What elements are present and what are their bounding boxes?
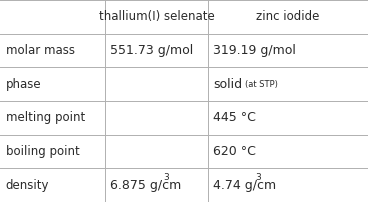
Text: 6.875 g/cm: 6.875 g/cm <box>110 179 182 192</box>
Text: solid: solid <box>213 78 243 91</box>
Text: 620 °C: 620 °C <box>213 145 256 158</box>
Text: 3: 3 <box>256 173 262 182</box>
Text: zinc iodide: zinc iodide <box>256 10 320 23</box>
Text: thallium(I) selenate: thallium(I) selenate <box>99 10 214 23</box>
Text: 319.19 g/mol: 319.19 g/mol <box>213 44 296 57</box>
Text: density: density <box>6 179 49 192</box>
Text: molar mass: molar mass <box>6 44 74 57</box>
Text: boiling point: boiling point <box>6 145 79 158</box>
Text: 4.74 g/cm: 4.74 g/cm <box>213 179 277 192</box>
Text: 3: 3 <box>164 173 170 182</box>
Text: melting point: melting point <box>6 111 85 124</box>
Text: phase: phase <box>6 78 41 91</box>
Text: 551.73 g/mol: 551.73 g/mol <box>110 44 194 57</box>
Text: (at STP): (at STP) <box>245 80 277 89</box>
Text: 445 °C: 445 °C <box>213 111 256 124</box>
